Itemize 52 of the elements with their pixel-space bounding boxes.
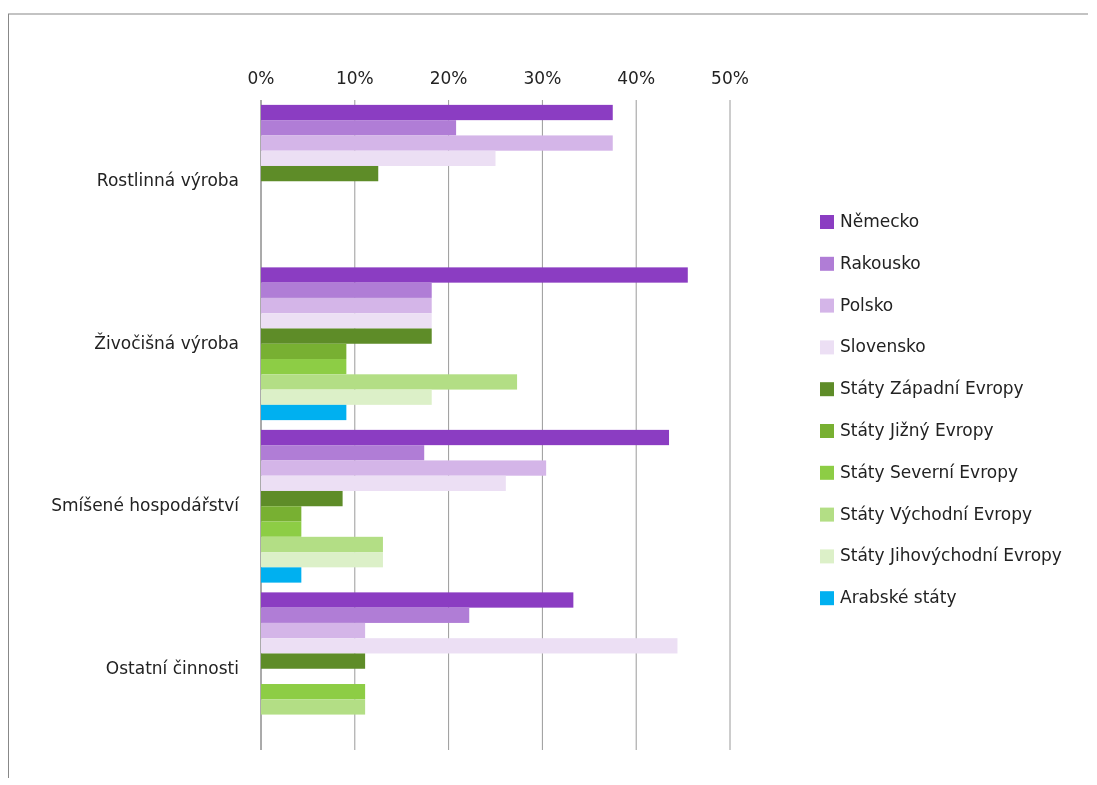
bar — [261, 104, 613, 121]
y-tick-label: Živočišná výroba — [94, 331, 239, 353]
bar — [261, 282, 432, 298]
bar — [261, 475, 506, 491]
bar — [261, 165, 379, 182]
legend-label: Slovensko — [840, 336, 926, 357]
bar — [261, 684, 366, 700]
legend-label: Arabské státy — [840, 587, 957, 608]
legend-label: Státy Jihovýchodní Evropy — [840, 545, 1062, 566]
bar — [261, 328, 432, 344]
bar — [261, 506, 302, 522]
legend-label: Rakousko — [840, 252, 921, 273]
bar — [261, 490, 343, 507]
bar — [261, 343, 347, 360]
legend-label: Státy Jižný Evropy — [840, 420, 994, 440]
x-tick-label: 50% — [711, 68, 749, 88]
bar — [261, 374, 518, 390]
bar — [261, 313, 432, 329]
x-tick-label: 0% — [247, 68, 275, 88]
bar — [261, 607, 470, 623]
legend-label: Státy Východní Evropy — [840, 503, 1033, 524]
x-tick-label: 20% — [429, 68, 468, 88]
bar — [261, 460, 547, 476]
bar — [261, 404, 347, 421]
y-tick-label: Ostatní činnosti — [105, 657, 239, 678]
bar — [261, 267, 688, 283]
legend-label: Státy Západní Evropy — [840, 378, 1024, 399]
x-tick-label: 30% — [523, 68, 562, 88]
y-tick-label: Rostlinná výroba — [96, 170, 239, 191]
bar — [261, 521, 302, 537]
legend-label: Polsko — [840, 294, 894, 315]
bar — [261, 297, 432, 314]
x-tick-label: 40% — [617, 68, 656, 88]
bar — [261, 445, 425, 461]
bar — [261, 389, 432, 405]
bar — [261, 622, 366, 639]
bar — [261, 120, 457, 136]
x-tick-label: 10% — [335, 68, 374, 88]
bar — [261, 552, 383, 568]
bar — [261, 699, 366, 715]
legend-label: Německo — [840, 211, 920, 231]
legend-label: Státy Severní Evropy — [840, 461, 1019, 482]
bar — [261, 150, 496, 166]
bar — [261, 592, 574, 608]
bar — [261, 536, 383, 553]
bar — [261, 135, 613, 151]
bar — [261, 429, 670, 446]
bar — [261, 638, 678, 654]
bar — [261, 359, 347, 375]
bar — [261, 653, 366, 669]
bar — [261, 567, 302, 583]
y-tick-label: Smíšené hospodářství — [51, 495, 241, 516]
